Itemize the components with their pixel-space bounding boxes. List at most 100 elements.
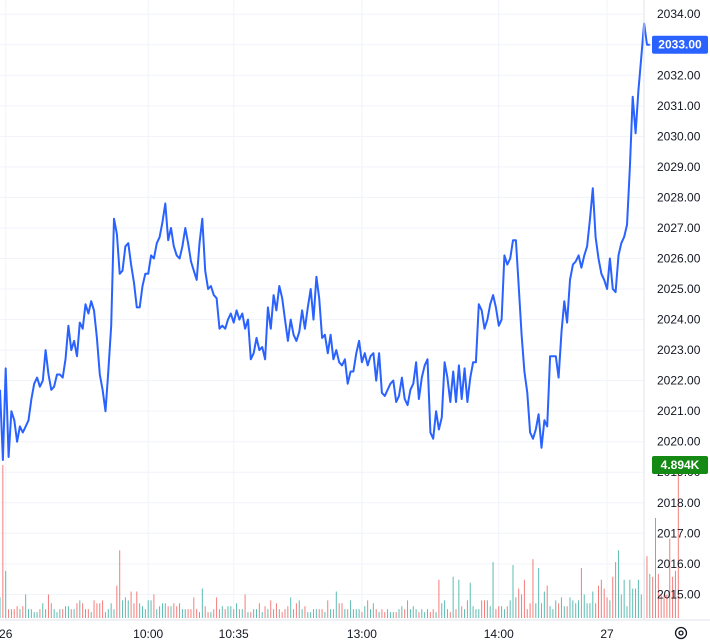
volume-bar xyxy=(216,597,218,618)
volume-bar xyxy=(455,609,457,618)
volume-bar xyxy=(526,609,528,618)
volume-bar xyxy=(481,600,483,618)
volume-bar xyxy=(113,609,115,618)
volume-bar xyxy=(498,606,500,618)
volume-bar xyxy=(464,609,466,618)
volume-bar xyxy=(512,565,514,618)
price-points xyxy=(0,23,650,460)
volume-bar xyxy=(640,594,642,618)
volume-bar xyxy=(449,612,451,618)
volume-bar xyxy=(213,609,215,618)
volume-bar xyxy=(261,612,263,618)
volume-bar xyxy=(495,609,497,618)
volume-bar xyxy=(147,600,149,618)
volume-bar xyxy=(370,609,371,618)
volume-bar xyxy=(506,606,508,618)
volume-bar xyxy=(589,603,591,618)
volume-bar xyxy=(144,609,146,618)
volume-bar xyxy=(663,594,665,618)
volume-bar xyxy=(484,600,485,618)
volume-bar xyxy=(5,570,7,618)
volume-bar xyxy=(62,609,64,618)
volume-bar xyxy=(358,609,360,618)
volume-bar xyxy=(45,609,47,618)
volume-bar xyxy=(293,609,295,618)
value-badges: 2033.00 4.894K xyxy=(649,35,708,474)
volume-bar xyxy=(612,576,614,618)
volume-bars xyxy=(0,465,679,618)
volume-bar xyxy=(521,594,523,618)
volume-bar xyxy=(415,609,417,618)
volume-bar xyxy=(238,609,240,618)
volume-badge-bg xyxy=(652,456,708,474)
x-tick-label: 27 xyxy=(600,627,614,641)
volume-bar xyxy=(315,609,317,618)
volume-bar xyxy=(446,609,448,618)
volume-bar xyxy=(492,562,494,618)
volume-bar xyxy=(301,609,303,618)
volume-bar xyxy=(201,588,203,618)
volume-bar xyxy=(626,606,628,618)
volume-bar xyxy=(341,603,343,618)
volume-bar xyxy=(441,603,443,618)
volume-bar xyxy=(444,600,446,618)
price-badge-bg xyxy=(652,35,708,54)
volume-bar xyxy=(76,603,78,618)
volume-bar xyxy=(50,603,52,618)
volume-bar xyxy=(503,609,505,618)
y-tick-label: 2030.00 xyxy=(657,129,701,143)
volume-bar xyxy=(47,594,49,618)
volume-bar xyxy=(674,570,676,618)
volume-bar xyxy=(529,603,531,618)
volume-bar xyxy=(210,612,212,618)
volume-bar xyxy=(367,600,369,618)
volume-bar xyxy=(335,591,337,618)
volume-bar xyxy=(330,609,332,618)
volume-bar xyxy=(22,606,24,618)
volume-bar xyxy=(133,603,135,618)
volume-bar xyxy=(33,612,35,618)
volume-bar xyxy=(241,609,243,618)
volume-bar xyxy=(247,612,249,618)
volume-bar xyxy=(478,609,480,618)
gear-icon[interactable] xyxy=(674,626,688,640)
volume-bar xyxy=(569,597,571,618)
volume-bar xyxy=(472,606,474,618)
volume-badge-text: 4.894K xyxy=(661,458,700,472)
volume-bar xyxy=(130,591,132,618)
volume-bar xyxy=(421,609,423,618)
volume-bar xyxy=(230,606,232,618)
volume-bar xyxy=(187,609,189,618)
volume-bar xyxy=(466,600,468,618)
volume-bar xyxy=(609,600,611,618)
volume-bar xyxy=(535,603,537,618)
volume-bar xyxy=(404,609,406,618)
volume-bar xyxy=(253,609,255,618)
x-tick-label: 26 xyxy=(0,627,13,641)
price-line xyxy=(0,22,650,461)
volume-bar xyxy=(623,579,625,618)
volume-bar xyxy=(204,606,206,618)
volume-bar xyxy=(615,562,617,618)
volume-bar xyxy=(332,609,334,618)
volume-bar xyxy=(295,603,297,618)
volume-bar xyxy=(629,579,631,618)
volume-bar xyxy=(193,597,195,618)
volume-bar xyxy=(429,612,431,618)
volume-bar xyxy=(167,606,169,618)
y-axis: 2034.00 2033.00 2032.00 2031.00 2030.00 2029.… xyxy=(643,0,701,620)
volume-bar xyxy=(170,606,172,618)
volume-bar xyxy=(469,582,471,618)
volume-bar xyxy=(19,609,21,618)
volume-bar xyxy=(8,609,10,618)
volume-bar xyxy=(275,603,277,618)
volume-bar xyxy=(221,606,223,618)
volume-bar xyxy=(635,588,637,618)
price-badge-text: 2033.00 xyxy=(658,38,702,52)
y-tick-label: 2025.00 xyxy=(657,282,701,296)
volume-bar xyxy=(36,612,38,618)
volume-bar xyxy=(592,591,594,618)
y-tick-label: 2027.00 xyxy=(657,221,701,235)
volume-bar xyxy=(196,609,198,618)
